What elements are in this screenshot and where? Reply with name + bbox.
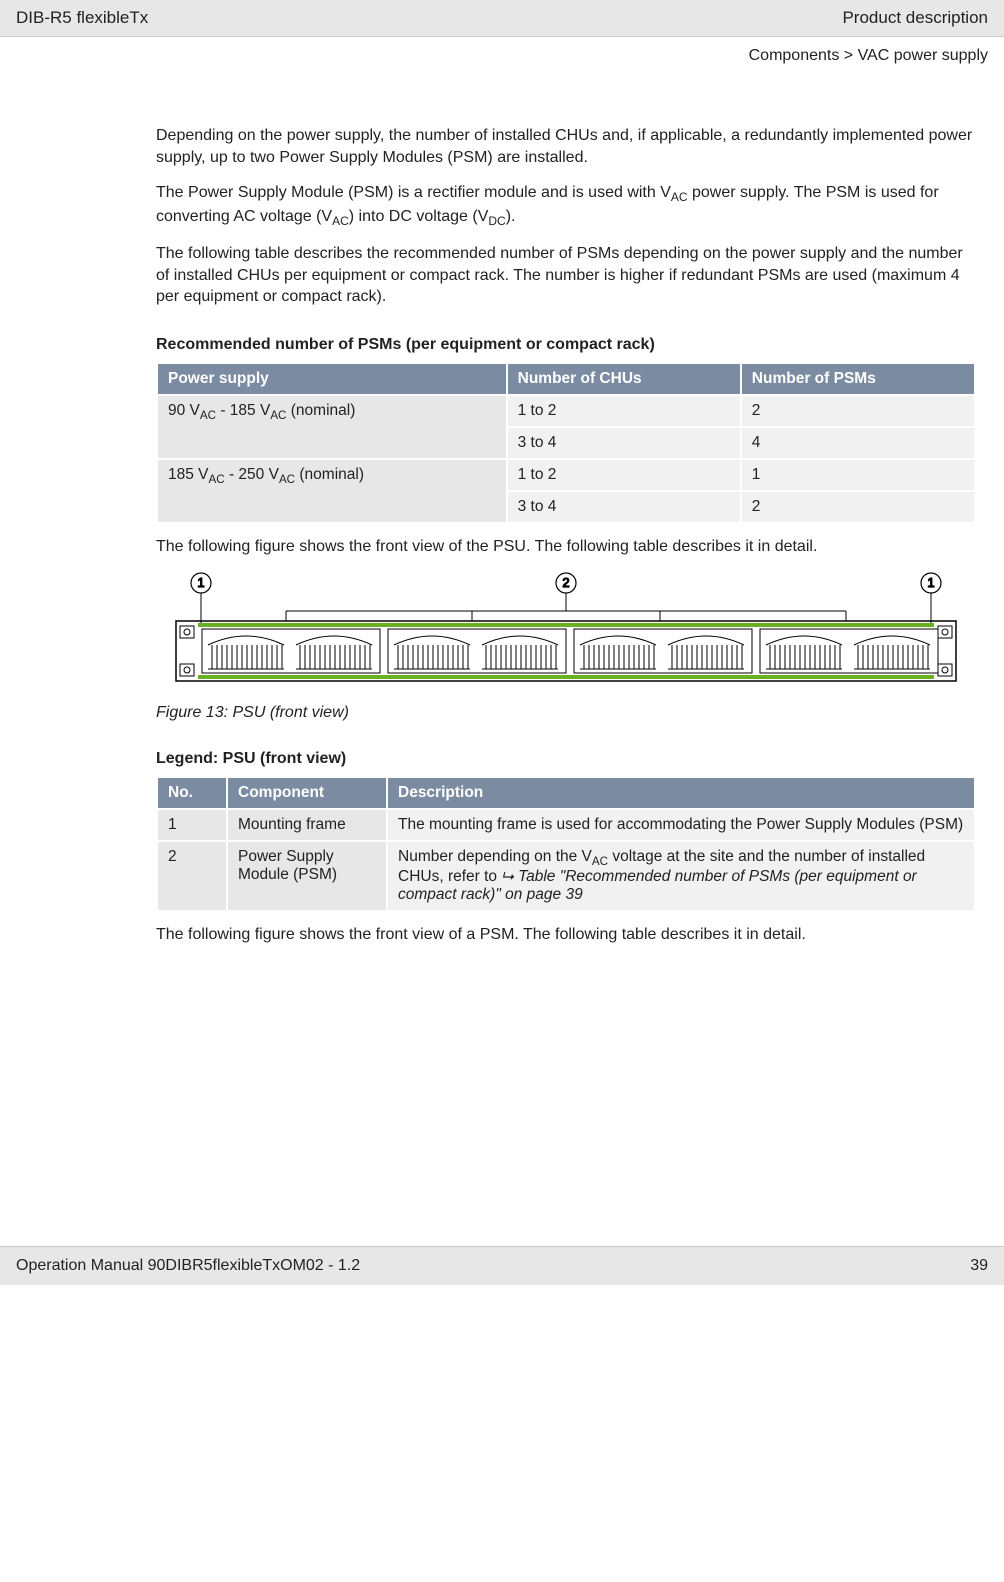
cell-chus: 1 to 2 <box>507 395 741 427</box>
main-content: Depending on the power supply, the numbe… <box>16 125 988 946</box>
cell-no: 2 <box>157 841 227 911</box>
figure-psu-front: 1 2 1 <box>156 571 976 696</box>
cell-comp: Power Supply Module (PSM) <box>227 841 387 911</box>
paragraph: The following table describes the recomm… <box>156 243 976 308</box>
subscript: DC <box>488 214 505 228</box>
cell-psms: 1 <box>741 459 975 491</box>
cell-desc: Number depending on the VAC voltage at t… <box>387 841 975 911</box>
th-power-supply: Power supply <box>157 363 507 395</box>
text: Number depending on the V <box>398 848 592 865</box>
text: (nominal) <box>286 402 355 419</box>
cell-chus: 1 to 2 <box>507 459 741 491</box>
paragraph: The following figure shows the front vie… <box>156 924 976 946</box>
paragraph: The Power Supply Module (PSM) is a recti… <box>156 182 976 229</box>
cell-psms: 2 <box>741 491 975 523</box>
page-header: DIB-R5 flexibleTx Product description <box>0 0 1004 37</box>
th-description: Description <box>387 777 975 809</box>
th-no: No. <box>157 777 227 809</box>
paragraph: Depending on the power supply, the numbe… <box>156 125 976 168</box>
page-footer: Operation Manual 90DIBR5flexibleTxOM02 -… <box>0 1246 1004 1285</box>
text: (nominal) <box>295 466 364 483</box>
table-row: 1 Mounting frame The mounting frame is u… <box>157 809 975 841</box>
subscript: AC <box>592 855 608 868</box>
subscript: AC <box>209 473 225 486</box>
cell-psms: 2 <box>741 395 975 427</box>
table-row: 2 Power Supply Module (PSM) Number depen… <box>157 841 975 911</box>
table2-title: Legend: PSU (front view) <box>156 750 976 768</box>
text: ) into DC voltage (V <box>349 208 489 225</box>
footer-page-number: 39 <box>970 1257 988 1275</box>
cell-psms: 4 <box>741 427 975 459</box>
text: ). <box>506 208 516 225</box>
psu-diagram: 1 2 1 <box>156 571 976 691</box>
subscript: AC <box>270 409 286 422</box>
callout-2: 2 <box>562 575 569 590</box>
table-row: 90 VAC - 185 VAC (nominal) 1 to 2 2 <box>157 395 975 427</box>
cell-chus: 3 to 4 <box>507 491 741 523</box>
subscript: AC <box>279 473 295 486</box>
th-component: Component <box>227 777 387 809</box>
cell-chus: 3 to 4 <box>507 427 741 459</box>
text: The Power Supply Module (PSM) is a recti… <box>156 184 671 201</box>
text: 185 V <box>168 466 209 483</box>
text: - 250 V <box>225 466 279 483</box>
header-section: Product description <box>842 8 988 28</box>
paragraph: The following figure shows the front vie… <box>156 536 976 558</box>
table-row: 185 VAC - 250 VAC (nominal) 1 to 2 1 <box>157 459 975 491</box>
cell-desc: The mounting frame is used for accommoda… <box>387 809 975 841</box>
text: - 185 V <box>216 402 270 419</box>
header-product: DIB-R5 flexibleTx <box>16 8 148 28</box>
cell-supply: 185 VAC - 250 VAC (nominal) <box>157 459 507 523</box>
subscript: AC <box>332 214 349 228</box>
cell-supply: 90 VAC - 185 VAC (nominal) <box>157 395 507 459</box>
subscript: AC <box>671 190 688 204</box>
table1-title: Recommended number of PSMs (per equipmen… <box>156 336 976 354</box>
footer-manual-id: Operation Manual 90DIBR5flexibleTxOM02 -… <box>16 1257 360 1275</box>
th-chus: Number of CHUs <box>507 363 741 395</box>
th-psms: Number of PSMs <box>741 363 975 395</box>
text: 90 V <box>168 402 200 419</box>
callout-1-left: 1 <box>197 575 204 590</box>
cell-no: 1 <box>157 809 227 841</box>
subscript: AC <box>200 409 216 422</box>
breadcrumb: Components > VAC power supply <box>16 43 988 125</box>
callout-1-right: 1 <box>927 575 934 590</box>
table-psm-recommended: Power supply Number of CHUs Number of PS… <box>156 362 976 524</box>
figure-caption: Figure 13: PSU (front view) <box>156 704 976 722</box>
cell-comp: Mounting frame <box>227 809 387 841</box>
table-psu-legend: No. Component Description 1 Mounting fra… <box>156 776 976 912</box>
